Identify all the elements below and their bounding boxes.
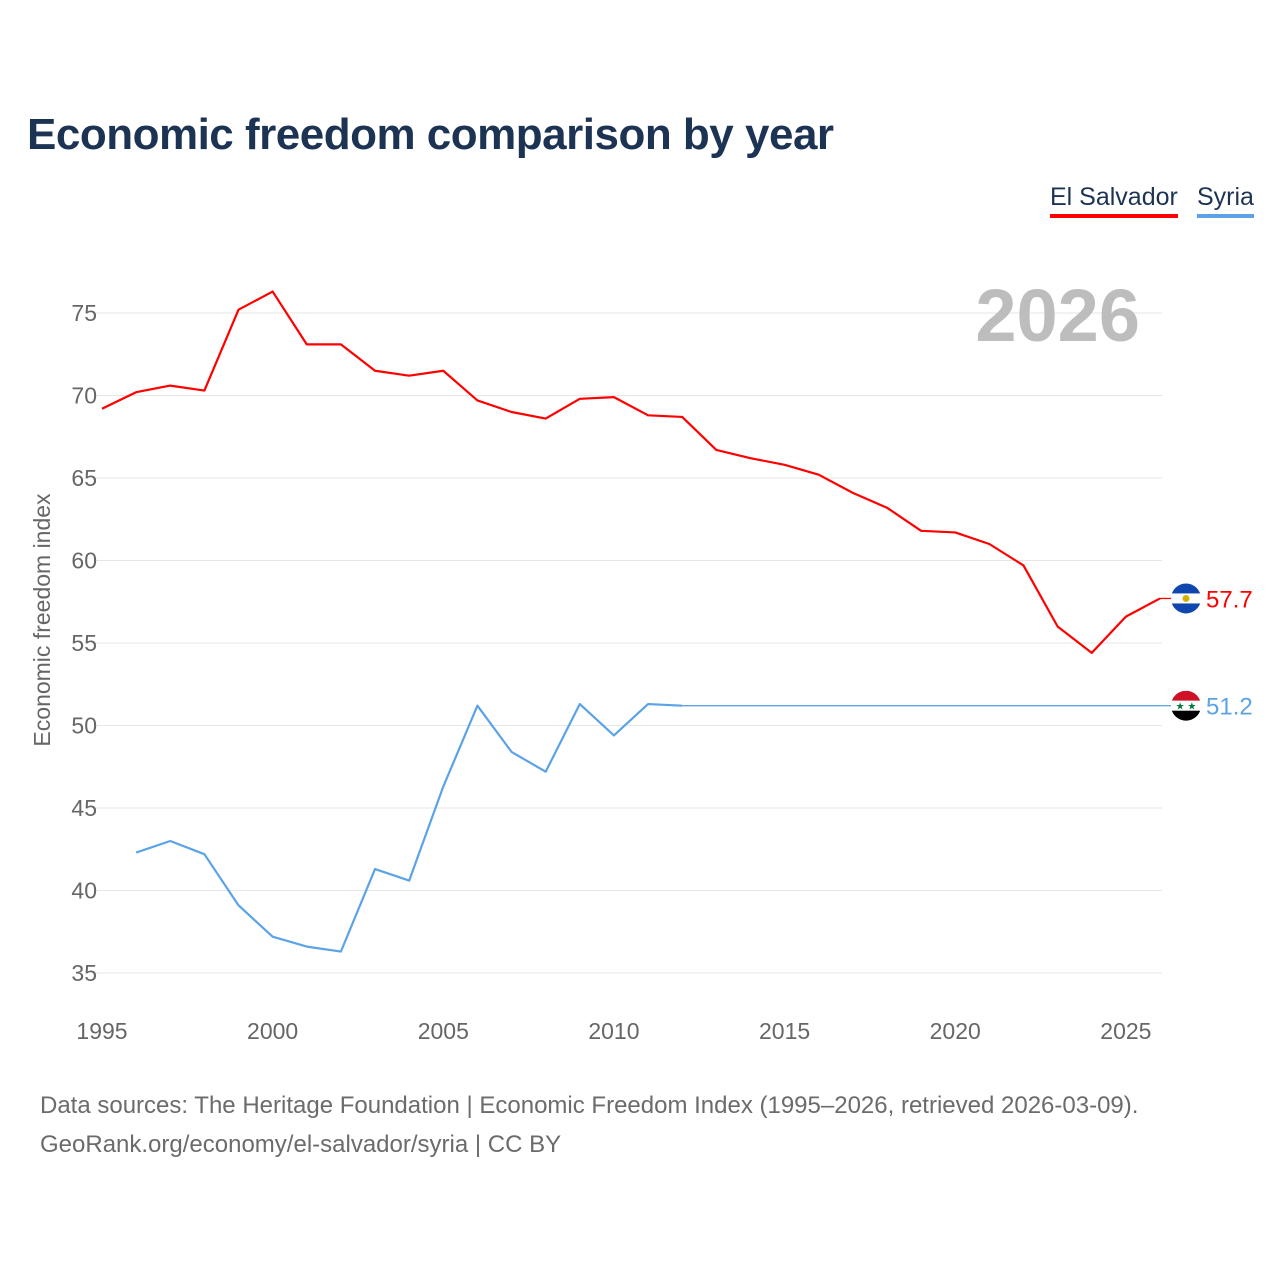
- chart-title: Economic freedom comparison by year: [27, 110, 834, 159]
- y-tick-label: 70: [71, 383, 97, 409]
- x-tick-label: 2000: [247, 1018, 298, 1044]
- y-tick-label: 65: [71, 465, 97, 491]
- legend-syria[interactable]: Syria: [1197, 183, 1254, 218]
- y-tick-label: 60: [71, 548, 97, 574]
- end-value-label: 51.2: [1206, 694, 1253, 721]
- x-tick-label: 2020: [930, 1018, 981, 1044]
- y-tick-label: 55: [71, 630, 97, 656]
- x-tick-label: 2015: [759, 1018, 810, 1044]
- y-axis-label: Economic freedom index: [29, 493, 55, 747]
- data-source: Data sources: The Heritage Foundation | …: [40, 1092, 1139, 1119]
- legend-el-salvador[interactable]: El Salvador: [1050, 183, 1178, 218]
- syria-flag-icon: [1171, 690, 1201, 721]
- x-tick-label: 2005: [418, 1018, 469, 1044]
- flag-emblem: [1182, 594, 1190, 602]
- flag-stars: ★ ★: [1176, 702, 1197, 713]
- y-tick-label: 50: [71, 713, 97, 739]
- x-tick-label: 2025: [1100, 1018, 1151, 1044]
- series-line-syria: [135, 702, 683, 953]
- y-tick-label: 40: [71, 878, 97, 904]
- y-tick-label: 75: [71, 300, 97, 326]
- footer: Data sources: The Heritage Foundation | …: [40, 1086, 1138, 1164]
- y-tick-label: 35: [71, 960, 97, 986]
- x-tick-label: 2010: [588, 1018, 639, 1044]
- series-line-el-salvador: [101, 290, 1161, 655]
- year-label: 2026: [975, 274, 1140, 357]
- x-tick-label: 1995: [76, 1018, 127, 1044]
- source-link[interactable]: GeoRank.org/economy/el-salvador/syria | …: [40, 1131, 562, 1158]
- y-tick-label: 45: [71, 795, 97, 821]
- end-value-label: 57.7: [1206, 586, 1253, 613]
- line-chart: 35 40 45 50 55 60 65 70 75 1995 2000 2005 2010 2015 20…: [29, 274, 1253, 1044]
